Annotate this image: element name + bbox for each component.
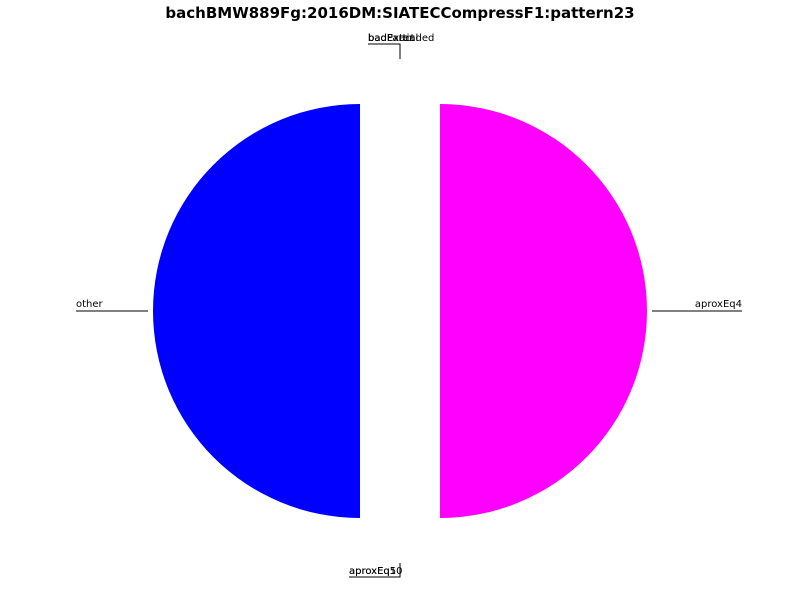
pie-label-badextended: badExtended xyxy=(368,33,434,44)
pie-label-aproxeq4: aproxEq4 xyxy=(695,299,742,310)
leader-line-badexact xyxy=(368,43,401,59)
pie-label-other: other xyxy=(76,299,104,310)
pie-label-aproxeq5: aproxEq5 xyxy=(349,566,396,577)
pie-label-badpartial: badPartial xyxy=(368,33,418,44)
leader-line-badpartial xyxy=(368,43,401,59)
chart-title: bachBMW889Fg:2016DM:SIATECCompressF1:pat… xyxy=(165,4,634,22)
leader-line-aproxeq5 xyxy=(349,563,401,578)
pie-slices xyxy=(153,104,647,518)
pie-label-badexact: badExact xyxy=(368,33,415,44)
leader-line-badextended xyxy=(368,43,401,59)
pie-label-aproxeq10: aproxEq10 xyxy=(349,566,403,577)
pie-slice-aproxeq4 xyxy=(440,104,647,518)
pie-slice-other xyxy=(153,104,360,518)
